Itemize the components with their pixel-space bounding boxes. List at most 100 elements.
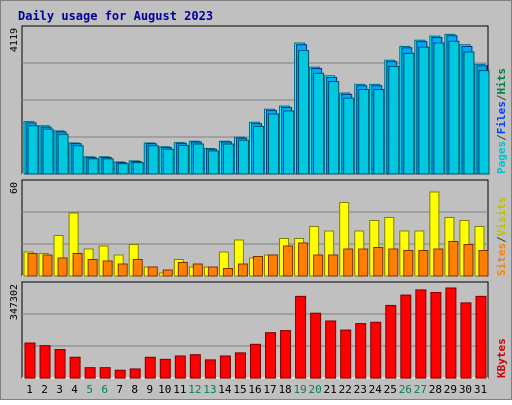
bar-pages-day-9 xyxy=(147,145,159,175)
bar-sites-day-25 xyxy=(388,248,399,277)
bar-pages-day-11 xyxy=(177,144,189,175)
bar-kbytes-day-8 xyxy=(129,368,141,379)
bar-sites-day-27 xyxy=(418,250,429,277)
bar-kbytes-day-11 xyxy=(174,355,186,379)
bar-pages-day-22 xyxy=(343,97,355,175)
x-tick-label: 12 xyxy=(188,383,201,396)
bar-kbytes-day-31 xyxy=(475,295,487,379)
x-tick-label: 16 xyxy=(248,383,261,396)
x-tick-label: 30 xyxy=(459,383,472,396)
bar-sites-day-3 xyxy=(57,257,68,277)
bar-kbytes-day-28 xyxy=(430,291,442,379)
bar-sites-day-18 xyxy=(283,245,294,277)
x-tick-label: 31 xyxy=(474,383,487,396)
x-tick-label: 20 xyxy=(309,383,322,396)
bar-kbytes-day-26 xyxy=(400,294,412,379)
bar-sites-day-14 xyxy=(222,268,233,277)
bar-pages-day-6 xyxy=(102,158,114,175)
bar-pages-day-7 xyxy=(117,163,129,175)
x-tick-label: 18 xyxy=(278,383,291,396)
x-tick-label: 28 xyxy=(429,383,442,396)
bar-sites-day-28 xyxy=(433,248,444,277)
bar-sites-day-7 xyxy=(117,263,128,277)
bar-sites-day-2 xyxy=(42,254,53,277)
bar-kbytes-day-22 xyxy=(340,329,352,379)
bar-pages-day-3 xyxy=(57,133,69,175)
x-tick-label: 4 xyxy=(71,383,78,396)
bar-sites-day-16 xyxy=(252,256,263,277)
bar-pages-day-28 xyxy=(433,42,445,175)
legend-kbytes: KBytes xyxy=(495,338,508,378)
bar-kbytes-day-29 xyxy=(445,287,457,379)
x-tick-label: 21 xyxy=(324,383,337,396)
x-tick-label: 24 xyxy=(369,383,383,396)
legend-sites: Sites xyxy=(495,243,508,276)
bar-pages-day-10 xyxy=(162,148,174,175)
bar-pages-day-16 xyxy=(252,125,264,175)
x-tick-label: 10 xyxy=(158,383,171,396)
bar-kbytes-day-17 xyxy=(265,332,277,379)
bar-pages-day-20 xyxy=(313,72,325,175)
x-tick-label: 22 xyxy=(339,383,352,396)
bar-kbytes-day-23 xyxy=(355,323,367,379)
legend-pages: Pages xyxy=(495,141,508,174)
bar-pages-day-2 xyxy=(42,128,54,175)
bar-pages-day-21 xyxy=(328,81,340,175)
bar-pages-day-25 xyxy=(388,65,400,175)
x-tick-label: 25 xyxy=(384,383,397,396)
x-axis: 1 2 3 4 5 6 7 8 9 10 11 12 13 14 15 16 17 18 19 20 21 22 23 24 2… xyxy=(26,383,487,396)
bar-pages-day-30 xyxy=(463,51,475,175)
legend-files: Files xyxy=(495,101,508,134)
panel-visits-sites: 60 Sites/Visits xyxy=(9,179,508,277)
bar-pages-day-12 xyxy=(192,143,204,175)
bar-pages-day-1 xyxy=(27,125,39,175)
bar-pages-day-15 xyxy=(237,139,249,175)
bar-kbytes-day-27 xyxy=(415,289,427,379)
bar-sites-day-19 xyxy=(298,242,309,277)
x-tick-label: 6 xyxy=(101,383,108,396)
x-tick-label: 29 xyxy=(444,383,457,396)
bar-kbytes-day-20 xyxy=(310,312,322,379)
legend-hits: Hits xyxy=(495,68,508,95)
bar-pages-day-26 xyxy=(403,52,415,175)
bar-kbytes-day-24 xyxy=(370,321,382,379)
axis-max-label: 60 xyxy=(9,182,20,194)
series-sites xyxy=(27,241,489,277)
bar-sites-day-9 xyxy=(147,266,158,277)
x-tick-label: 11 xyxy=(173,383,186,396)
bar-sites-day-17 xyxy=(268,254,279,277)
x-tick-label: 23 xyxy=(354,383,367,396)
legend-sep: / xyxy=(495,134,508,141)
bar-sites-day-10 xyxy=(162,269,173,277)
legend-sep: / xyxy=(495,94,508,101)
x-tick-label: 13 xyxy=(203,383,216,396)
bar-sites-day-13 xyxy=(207,266,218,277)
x-tick-label: 14 xyxy=(218,383,232,396)
bar-kbytes-day-30 xyxy=(460,302,472,379)
bar-sites-day-24 xyxy=(373,247,384,277)
x-tick-label: 8 xyxy=(131,383,138,396)
bar-pages-day-13 xyxy=(207,150,219,175)
bar-sites-day-4 xyxy=(72,253,83,277)
bar-kbytes-day-1 xyxy=(24,342,36,379)
bar-kbytes-day-10 xyxy=(159,358,171,379)
bar-sites-day-22 xyxy=(343,248,354,277)
bar-kbytes-day-5 xyxy=(84,367,96,379)
bar-kbytes-day-3 xyxy=(54,348,66,379)
bar-sites-day-20 xyxy=(313,254,324,277)
bar-kbytes-day-2 xyxy=(39,345,51,379)
bar-pages-day-8 xyxy=(132,162,144,175)
bar-kbytes-day-15 xyxy=(234,352,246,379)
bar-pages-day-18 xyxy=(283,110,295,175)
bar-sites-day-8 xyxy=(132,259,143,277)
bar-sites-day-6 xyxy=(102,260,113,277)
x-tick-label: 26 xyxy=(399,383,412,396)
bar-pages-day-19 xyxy=(298,50,310,175)
x-tick-label: 3 xyxy=(56,383,63,396)
bar-sites-day-26 xyxy=(403,250,414,277)
bar-kbytes-day-13 xyxy=(204,359,216,379)
bar-pages-day-17 xyxy=(268,113,280,175)
bar-pages-day-4 xyxy=(72,145,84,175)
series-pages xyxy=(27,40,490,175)
